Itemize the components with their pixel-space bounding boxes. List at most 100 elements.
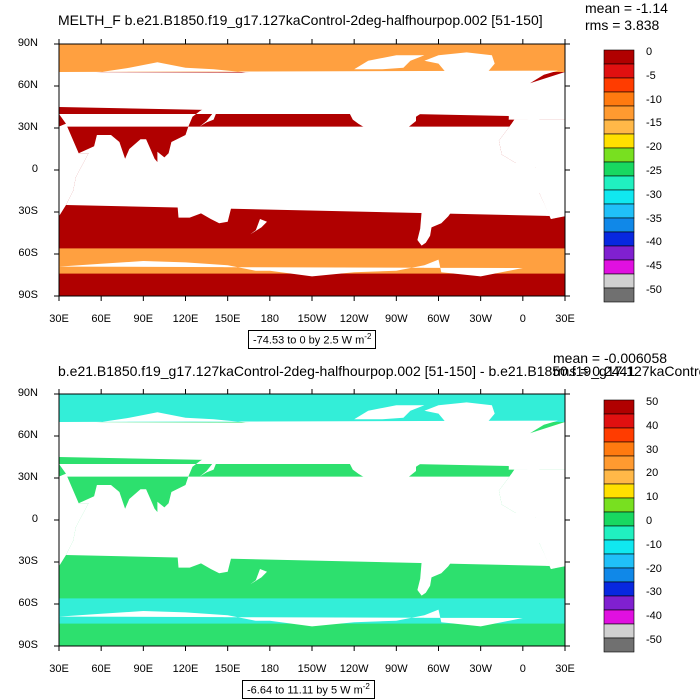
- x-tick-label: 150E: [214, 313, 241, 325]
- map-area: [54, 39, 570, 301]
- y-tick-label: 30S: [18, 205, 38, 217]
- mean-label: mean = -1.14: [585, 0, 668, 16]
- y-tick-label: 90S: [18, 639, 38, 651]
- colorbar-swatch: [603, 203, 635, 219]
- land-japan: [199, 457, 221, 477]
- x-tick-label: 150W: [297, 663, 327, 675]
- y-tick-label: 60N: [17, 429, 38, 441]
- colorbar-label: 0: [646, 46, 653, 58]
- colorbar-swatch: [603, 105, 635, 121]
- land-newzealand: [250, 569, 267, 585]
- colorbar-swatch: [603, 217, 635, 233]
- colorbar-label: 30: [646, 443, 659, 456]
- panel-bottom: b.e21.B1850.f19_g17.127kaControl-2deg-ha…: [0, 350, 700, 700]
- colorbar-label: -30: [646, 586, 662, 599]
- land-madagascar: [78, 536, 88, 555]
- colorbar-label: 50: [646, 396, 659, 408]
- x-tick-label: 150E: [214, 663, 241, 675]
- colorbar-label: -40: [646, 236, 662, 249]
- x-tick-label: 90W: [385, 313, 408, 325]
- colorbar-label: -20: [646, 141, 662, 154]
- x-tick-label: 30E: [555, 663, 575, 675]
- x-tick-label: 30W: [469, 313, 492, 325]
- x-tick-label: 150W: [297, 313, 327, 325]
- colorbar-label: -40: [646, 610, 662, 623]
- colorbar-label: -10: [646, 93, 662, 106]
- land-north-america: [286, 422, 445, 509]
- colorbar-swatch: [603, 567, 635, 583]
- x-tick-label: 120W: [339, 663, 369, 675]
- x-tick-label: 90E: [133, 663, 154, 675]
- land-greenland: [424, 52, 495, 86]
- colorbar-swatch: [603, 133, 635, 149]
- colorbar-label: 10: [646, 491, 659, 504]
- x-tick-label: 30W: [469, 663, 492, 675]
- colorbar-label: -25: [646, 165, 662, 177]
- plot-title: b.e21.B1850.f19_g17.127kaControl-2deg-ha…: [58, 363, 700, 379]
- colorbar-swatch: [603, 483, 635, 499]
- colorbar-swatch: [603, 497, 635, 513]
- y-tick-label: 0: [31, 513, 38, 525]
- colorbar-swatch: [603, 539, 635, 555]
- x-tick-label: 180: [260, 663, 279, 675]
- colorbar-swatch: [603, 91, 635, 107]
- colorbar-swatch: [603, 245, 635, 261]
- colorbar-swatch: [603, 147, 635, 163]
- land-madagascar: [78, 186, 88, 205]
- colorbar-label: 20: [646, 467, 659, 480]
- colorbar-swatch: [603, 455, 635, 471]
- colorbar-label: -50: [646, 284, 662, 296]
- land-indonesia: [150, 161, 228, 183]
- land-europe-edge: [508, 72, 565, 120]
- colorbar-swatch: [603, 637, 635, 653]
- colorbar-swatch: [603, 441, 635, 457]
- x-tick-label: 60E: [91, 663, 111, 675]
- land-australia: [177, 185, 232, 224]
- y-tick-label: 30N: [17, 121, 38, 133]
- map-area: [54, 389, 570, 651]
- y-tick-label: 30N: [17, 471, 38, 483]
- rms-label: rms = 3.838: [585, 17, 660, 33]
- colorbar: [603, 49, 635, 303]
- colorbar-swatch: [603, 609, 635, 625]
- colorbar-label: 40: [646, 419, 659, 432]
- colorbar-swatch: [603, 231, 635, 247]
- y-tick-label: 90N: [17, 387, 38, 399]
- mean-label: mean = -0.006058: [553, 350, 668, 366]
- colorbar-swatch: [603, 77, 635, 93]
- colorbar-label: -20: [646, 562, 662, 575]
- contour-range-box: -6.64 to 11.11 by 5 W m-2: [242, 680, 375, 699]
- colorbar-label: -15: [646, 117, 662, 130]
- x-tick-label: 120W: [339, 313, 369, 325]
- colorbar-swatch: [603, 119, 635, 135]
- colorbar-swatch: [603, 273, 635, 289]
- colorbar-label: -5: [646, 69, 656, 82]
- colorbar-swatch: [603, 63, 635, 79]
- land-africa-east: [59, 123, 89, 217]
- y-tick-label: 60S: [18, 247, 38, 259]
- colorbar-label: -50: [646, 634, 662, 646]
- x-tick-label: 0: [519, 313, 526, 325]
- map-plot: [54, 39, 635, 303]
- colorbar-swatch: [603, 189, 635, 205]
- x-tick-label: 30E: [49, 313, 69, 325]
- land-australia: [177, 535, 232, 574]
- colorbar-label: -30: [646, 188, 662, 201]
- colorbar-swatch: [603, 623, 635, 639]
- map-plot: [54, 389, 635, 653]
- colorbar-label: -35: [646, 212, 662, 225]
- land-canada-islands: [354, 55, 425, 70]
- colorbar-swatch: [603, 161, 635, 177]
- y-tick-label: 60N: [17, 79, 38, 91]
- colorbar-swatch: [603, 595, 635, 611]
- y-tick-label: 90S: [18, 289, 38, 301]
- land-south-america: [409, 154, 474, 246]
- land-japan: [199, 107, 221, 127]
- x-tick-label: 60E: [91, 313, 111, 325]
- colorbar-label: -45: [646, 260, 662, 273]
- land-north-america: [286, 72, 445, 159]
- land-greenland: [424, 402, 495, 436]
- x-tick-label: 0: [519, 663, 526, 675]
- colorbar-swatch: [603, 287, 635, 303]
- y-tick-label: 0: [31, 163, 38, 175]
